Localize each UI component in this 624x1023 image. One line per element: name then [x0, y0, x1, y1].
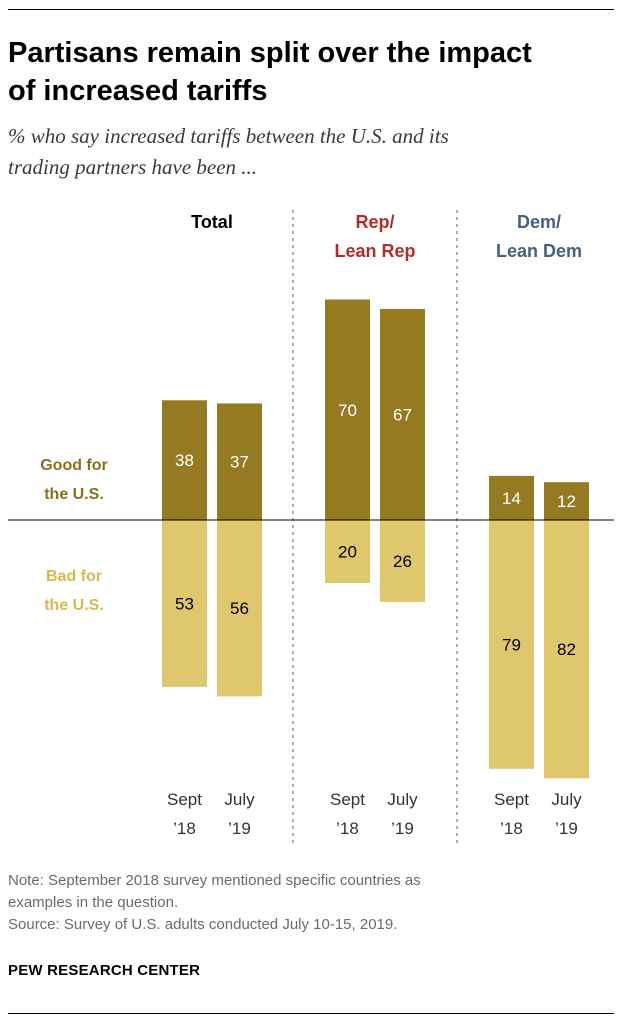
note-line-1: Note: September 2018 survey mentioned sp…: [8, 872, 421, 889]
tick-label-line: ’18: [336, 819, 359, 838]
tick-label-line: Sept: [167, 790, 202, 809]
value-label-bad-for-the-u-s-dem-lean-dem-july-19: 82: [557, 640, 576, 659]
bar-bad-for-the-u-s-dem-lean-dem-july-19: [544, 520, 589, 779]
value-label-bad-for-the-u-s-total-july-19: 56: [230, 599, 249, 618]
tariffs-diverging-bar-chart: Total Rep/Lean Rep Dem/Lean Dem 38 37 70 67 14 1…: [8, 210, 614, 845]
tick-label-dem-lean-dem-july-19: July ’19: [551, 790, 582, 838]
row-label-good-for-the-u-s: Good for the U.S.: [40, 457, 108, 503]
bar-good-for-the-u-s-dem-lean-dem-july-19: [544, 482, 589, 520]
title-line-2: of increased tariffs: [8, 75, 268, 107]
group-label-line: Dem/: [517, 212, 561, 232]
tick-label-rep-lean-rep-july-19: July ’19: [387, 790, 418, 838]
tick-label-rep-lean-rep-sept-18: Sept ’18: [330, 790, 365, 838]
bar-bad-for-the-u-s-rep-lean-rep-sept-18: [325, 520, 370, 583]
value-label-good-for-the-u-s-total-july-19: 37: [230, 453, 249, 472]
group-label-line: Lean Dem: [496, 241, 582, 261]
group-label-line: Lean Rep: [334, 241, 415, 261]
tick-label-line: July: [224, 790, 255, 809]
chart-subtitle: % who say increased tariffs between the …: [8, 121, 608, 183]
value-label-good-for-the-u-s-dem-lean-dem-july-19: 12: [557, 492, 576, 511]
tick-label-line: July: [387, 790, 418, 809]
tick-label-total-july-19: July ’19: [224, 790, 255, 838]
group-label-rep-lean-rep: Rep/Lean Rep: [334, 212, 415, 261]
group-label-total: Total: [191, 212, 233, 232]
row-label-bad-for-the-u-s: Bad for the U.S.: [44, 568, 104, 614]
title-line-1: Partisans remain split over the impact: [8, 37, 532, 69]
value-label-bad-for-the-u-s-rep-lean-rep-sept-18: 20: [338, 543, 357, 562]
tick-label-line: Sept: [494, 790, 529, 809]
row-label-line: Bad for: [46, 568, 102, 585]
tick-label-line: Sept: [330, 790, 365, 809]
tick-label-dem-lean-dem-sept-18: Sept ’18: [494, 790, 529, 838]
tick-label-line: ’19: [555, 819, 578, 838]
bar-good-for-the-u-s-rep-lean-rep-sept-18: [325, 299, 370, 520]
bottom-rule: [8, 1013, 614, 1014]
bar-good-for-the-u-s-dem-lean-dem-sept-18: [489, 475, 534, 520]
group-label-line: Rep/: [355, 212, 394, 232]
bar-good-for-the-u-s-total-july-19: [217, 403, 262, 520]
bar-bad-for-the-u-s-total-july-19: [217, 520, 262, 697]
pew-logo: PEW RESEARCH CENTER: [8, 962, 201, 979]
chart-title: Partisans remain split over the impact o…: [8, 34, 608, 110]
top-rule: [8, 9, 614, 10]
tick-label-line: ’18: [173, 819, 196, 838]
tick-label-line: ’19: [228, 819, 251, 838]
bar-bad-for-the-u-s-rep-lean-rep-july-19: [380, 520, 425, 602]
subtitle-line-2: trading partners have been ...: [8, 155, 258, 179]
group-label-dem-lean-dem: Dem/Lean Dem: [496, 212, 582, 261]
bar-bad-for-the-u-s-dem-lean-dem-sept-18: [489, 520, 534, 769]
bar-bad-for-the-u-s-total-sept-18: [162, 520, 207, 687]
bar-good-for-the-u-s-rep-lean-rep-july-19: [380, 308, 425, 520]
value-label-good-for-the-u-s-total-sept-18: 38: [175, 451, 194, 470]
value-label-bad-for-the-u-s-dem-lean-dem-sept-18: 79: [502, 635, 521, 654]
tick-label-line: ’18: [500, 819, 523, 838]
tick-label-line: ’19: [391, 819, 414, 838]
value-label-good-for-the-u-s-rep-lean-rep-sept-18: 70: [338, 401, 357, 420]
value-label-good-for-the-u-s-rep-lean-rep-july-19: 67: [393, 405, 412, 424]
bar-good-for-the-u-s-total-sept-18: [162, 400, 207, 520]
value-label-bad-for-the-u-s-rep-lean-rep-july-19: 26: [393, 552, 412, 571]
group-label-line: Total: [191, 212, 233, 232]
footnotes: Note: September 2018 survey mentioned sp…: [8, 870, 614, 936]
value-label-bad-for-the-u-s-total-sept-18: 53: [175, 594, 194, 613]
row-label-line: Good for: [40, 457, 108, 474]
note-line-2: examples in the question.: [8, 894, 179, 911]
source-line: Source: Survey of U.S. adults conducted …: [8, 916, 398, 933]
subtitle-line-1: % who say increased tariffs between the …: [8, 124, 449, 148]
tick-label-total-sept-18: Sept ’18: [167, 790, 202, 838]
row-label-line: the U.S.: [44, 597, 104, 614]
row-label-line: the U.S.: [44, 486, 104, 503]
tick-label-line: July: [551, 790, 582, 809]
value-label-good-for-the-u-s-dem-lean-dem-sept-18: 14: [502, 489, 521, 508]
